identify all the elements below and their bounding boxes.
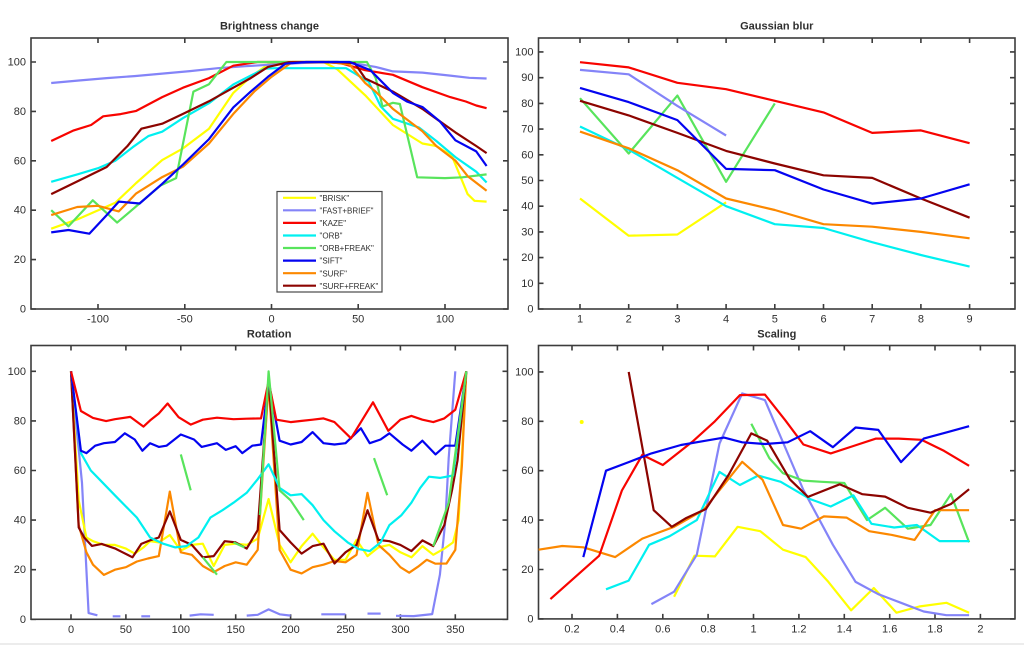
svg-text:"FAST+BRIEF": "FAST+BRIEF" (320, 206, 374, 215)
svg-text:250: 250 (336, 624, 354, 636)
svg-text:60: 60 (521, 149, 533, 161)
svg-text:60: 60 (14, 465, 26, 477)
svg-text:"ORB+FREAK": "ORB+FREAK" (320, 244, 375, 253)
svg-text:"KAZE": "KAZE" (320, 219, 347, 228)
svg-text:100: 100 (515, 366, 533, 378)
svg-text:90: 90 (521, 72, 533, 84)
svg-text:7: 7 (869, 314, 875, 326)
svg-text:50: 50 (352, 314, 364, 326)
svg-text:100: 100 (8, 57, 26, 69)
svg-text:0: 0 (20, 614, 26, 626)
svg-text:60: 60 (14, 155, 26, 167)
svg-text:9: 9 (967, 314, 973, 326)
svg-text:40: 40 (14, 515, 26, 527)
svg-text:2: 2 (977, 623, 983, 635)
svg-text:1: 1 (750, 623, 756, 635)
svg-text:0: 0 (268, 314, 274, 326)
svg-text:80: 80 (521, 416, 533, 428)
svg-text:0.8: 0.8 (700, 623, 715, 635)
svg-text:"BRISK": "BRISK" (320, 194, 350, 203)
svg-text:0.2: 0.2 (564, 623, 579, 635)
svg-text:-50: -50 (177, 314, 193, 326)
svg-text:1.6: 1.6 (882, 623, 897, 635)
svg-text:20: 20 (521, 564, 533, 576)
svg-text:2: 2 (626, 314, 632, 326)
svg-text:5: 5 (772, 314, 778, 326)
svg-text:Scaling: Scaling (757, 329, 796, 341)
svg-text:20: 20 (521, 252, 533, 264)
svg-text:40: 40 (14, 205, 26, 217)
svg-text:0: 0 (527, 304, 533, 316)
svg-text:0: 0 (527, 613, 533, 625)
svg-text:1: 1 (577, 314, 583, 326)
svg-text:70: 70 (521, 124, 533, 136)
svg-text:0.4: 0.4 (610, 623, 625, 635)
svg-text:30: 30 (521, 226, 533, 238)
svg-text:40: 40 (521, 201, 533, 213)
svg-text:-100: -100 (87, 314, 109, 326)
svg-text:20: 20 (14, 254, 26, 266)
svg-text:10: 10 (521, 278, 533, 290)
svg-text:1.8: 1.8 (927, 623, 942, 635)
svg-text:350: 350 (446, 624, 464, 636)
svg-text:100: 100 (172, 624, 190, 636)
svg-text:"ORB": "ORB" (320, 232, 343, 241)
svg-text:Rotation: Rotation (247, 329, 292, 341)
svg-text:1.4: 1.4 (837, 623, 852, 635)
svg-text:300: 300 (391, 624, 409, 636)
svg-text:100: 100 (515, 46, 533, 58)
svg-text:0: 0 (20, 304, 26, 316)
svg-text:100: 100 (436, 314, 454, 326)
svg-text:3: 3 (674, 314, 680, 326)
svg-text:6: 6 (820, 314, 826, 326)
svg-text:150: 150 (227, 624, 245, 636)
svg-text:100: 100 (8, 366, 26, 378)
svg-text:50: 50 (120, 624, 132, 636)
svg-text:200: 200 (281, 624, 299, 636)
svg-text:Brightness change: Brightness change (220, 21, 319, 33)
svg-text:50: 50 (521, 175, 533, 187)
svg-text:0.6: 0.6 (655, 623, 670, 635)
svg-text:8: 8 (918, 314, 924, 326)
svg-text:40: 40 (521, 515, 533, 527)
svg-text:80: 80 (14, 106, 26, 118)
svg-text:4: 4 (723, 314, 729, 326)
svg-text:80: 80 (521, 98, 533, 110)
svg-text:"SIFT": "SIFT" (320, 257, 343, 266)
svg-text:0: 0 (68, 624, 74, 636)
svg-text:60: 60 (521, 465, 533, 477)
svg-text:"SURF+FREAK": "SURF+FREAK" (320, 282, 379, 291)
svg-text:"SURF": "SURF" (320, 269, 348, 278)
svg-text:80: 80 (14, 415, 26, 427)
svg-text:1.2: 1.2 (791, 623, 806, 635)
svg-text:Gaussian blur: Gaussian blur (740, 21, 814, 33)
svg-text:20: 20 (14, 564, 26, 576)
